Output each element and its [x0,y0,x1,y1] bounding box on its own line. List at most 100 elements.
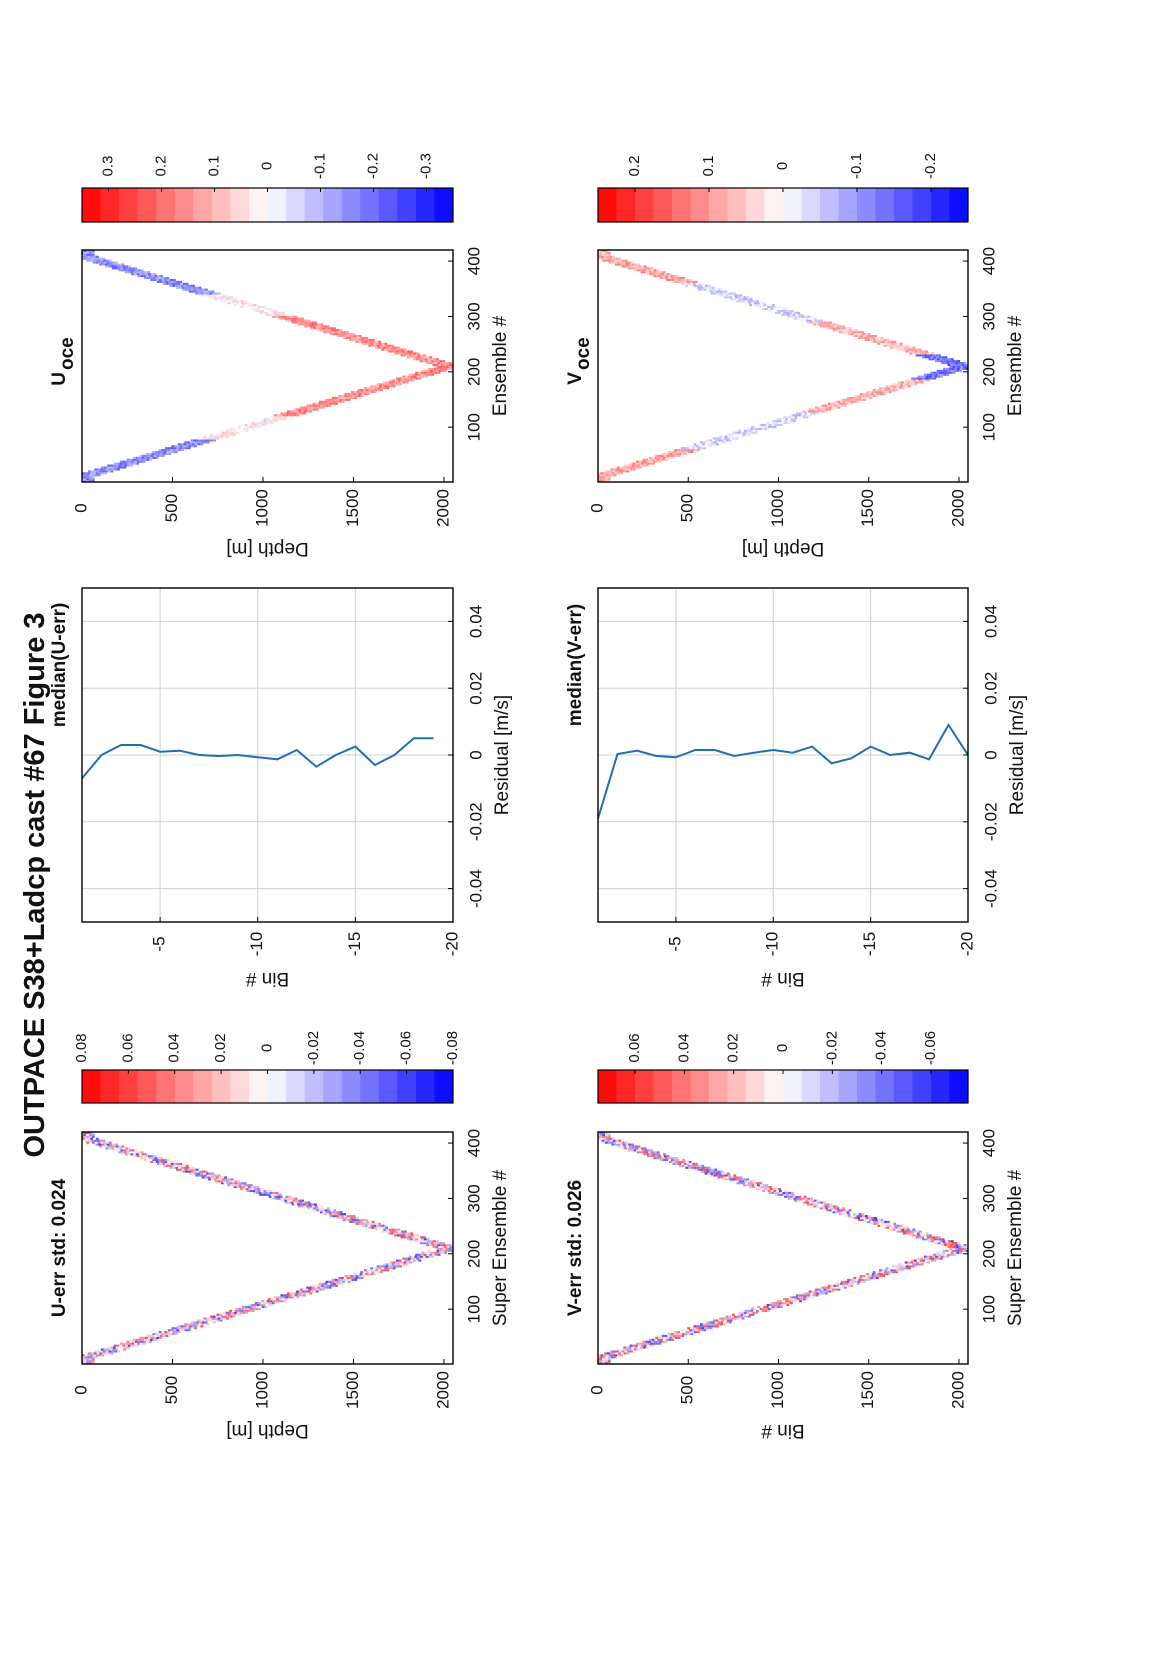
heatmap-cell [416,1234,420,1237]
heatmap-cell [615,1145,618,1148]
heatmap-cell [208,1319,212,1322]
heatmap-cell [885,1267,889,1270]
heatmap-cell [277,1302,281,1305]
heatmap-cell [901,346,905,349]
heatmap-cell [428,360,432,363]
heatmap-cell [239,1311,243,1314]
heatmap-cell [403,1261,407,1264]
heatmap-cell [775,420,779,423]
heatmap-cell [890,1228,893,1231]
heatmap-cell [296,414,300,417]
heatmap-cell [852,1213,856,1216]
heatmap-cell [214,1317,218,1320]
heatmap-cell [102,1352,105,1355]
heatmap-cell [619,259,622,262]
heatmap-cell [135,1338,139,1341]
heatmap-cell [236,431,239,434]
heatmap-cell [407,350,411,353]
heatmap-cell [687,1164,691,1167]
heatmap-cell [663,1153,666,1156]
heatmap-cell [442,360,446,363]
heatmap-cell [197,443,201,446]
heatmap-cell [258,425,261,428]
heatmap-cell [175,284,179,287]
heatmap-cell [895,1228,899,1231]
heatmap-cell [199,1321,202,1324]
heatmap-cell [645,1151,649,1154]
heatmap-cell [279,414,283,417]
heatmap-cell [931,352,935,355]
heatmap-cell [933,1238,937,1241]
heatmap-cell [715,290,719,293]
heatmap-cell [440,365,443,369]
heatmap-cell [95,472,99,475]
heatmap-cell [831,1209,835,1212]
heatmap-cell [352,1220,355,1223]
colorbar-segment [931,188,950,222]
heatmap-cell [783,1298,786,1301]
heatmap-cell [347,1216,351,1220]
heatmap-cell [854,329,858,332]
heatmap-cell [801,1197,805,1200]
heatmap-cell [927,356,931,359]
heatmap-cell [210,439,214,442]
heatmap-cell [439,1249,443,1252]
heatmap-cell [697,447,701,450]
heatmap-cell [130,271,134,274]
heatmap-cell [852,1211,855,1214]
heatmap-cell [781,420,785,423]
heatmap-cell [443,1244,446,1247]
colorbar-segment [801,188,821,222]
heatmap-cell [389,1261,393,1264]
heatmap-cell [805,416,809,419]
heatmap-cell [870,338,873,341]
colorbar-segment [119,188,139,222]
heatmap-cell [197,1325,201,1328]
heatmap-cell [699,284,703,287]
colorbar-segment [137,188,157,222]
heatmap-cell [918,354,922,357]
heatmap-cell [725,1315,729,1318]
heatmap-cell [215,1176,219,1179]
heatmap-cell [187,441,190,444]
heatmap-cell [360,1276,364,1280]
heatmap-cell [441,1245,444,1249]
heatmap-cell [360,394,364,398]
heatmap-cell [82,1131,84,1135]
heatmap-cell [725,433,729,436]
heatmap-cell [794,416,798,419]
heatmap-cell [815,321,819,324]
heatmap-cell [642,1340,646,1343]
heatmap-cell [644,460,648,463]
heatmap-cell [336,329,340,332]
heatmap-cell [168,1334,172,1338]
heatmap-cell [385,383,388,386]
heatmap-cell [131,273,134,276]
heatmap-cell [309,323,312,326]
heatmap-cell [441,369,445,372]
heatmap-cell [436,1249,440,1252]
heatmap-cell [147,271,151,274]
heatmap-cell [171,1327,175,1330]
heatmap-cell [849,396,853,399]
heatmap-cell [233,1313,237,1316]
heatmap-cell [951,1242,955,1245]
heatmap-cell [920,375,924,378]
heatmap-cell [929,1236,933,1239]
heatmap-cell [420,371,424,374]
heatmap-cell [374,1271,378,1274]
heatmap-cell [87,1137,91,1140]
heatmap-cell [925,377,928,380]
heatmap-cell [721,437,725,440]
heatmap-cell [222,1178,225,1181]
heatmap-cell [112,1143,116,1146]
heatmap-cell [873,394,876,398]
heatmap-cell [875,338,879,341]
heatmap-cell [324,1207,327,1210]
heatmap-cell [672,1334,676,1338]
heatmap-cell [652,1155,656,1158]
heatmap-cell [753,1309,757,1312]
heatmap-cell [98,472,102,475]
heatmap-cell [313,1288,317,1291]
heatmap-cell [927,377,931,380]
